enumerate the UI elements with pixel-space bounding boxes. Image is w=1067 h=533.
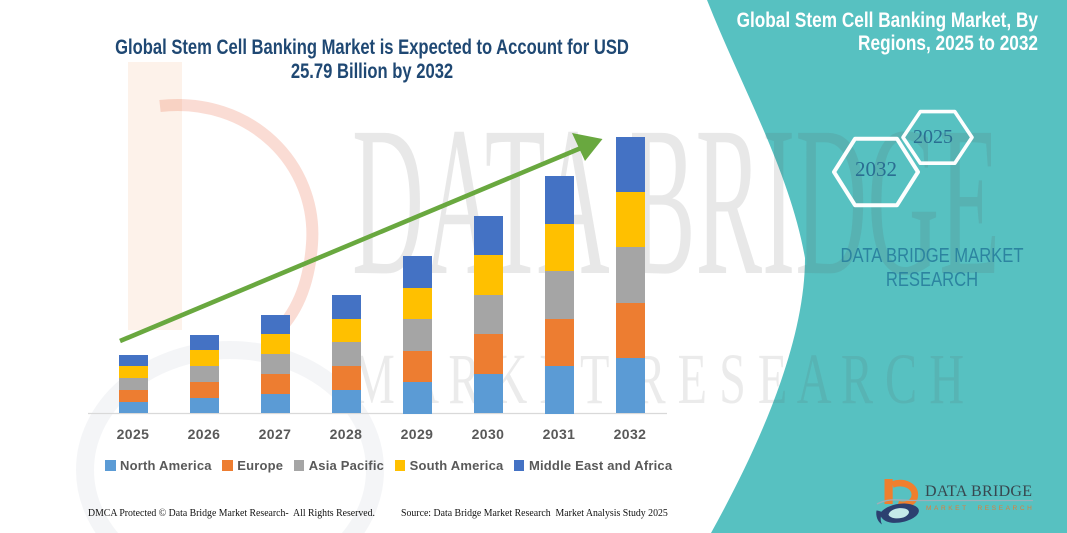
svg-text:DATA BRIDGE: DATA BRIDGE — [352, 83, 1000, 320]
svg-text:M A R K E T R E S E A R C H: M A R K E T R E S E A R C H — [352, 339, 964, 419]
